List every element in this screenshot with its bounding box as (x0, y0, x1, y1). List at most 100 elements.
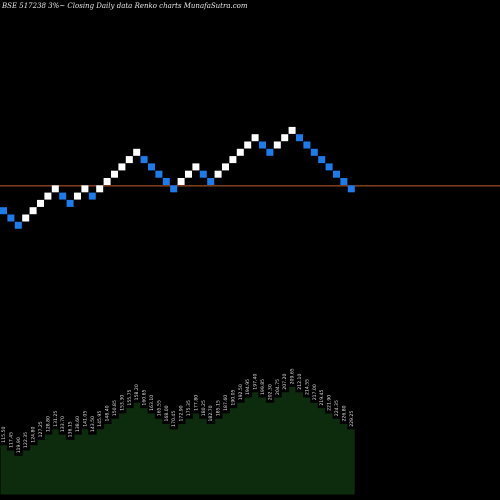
volume-area (0, 385, 356, 496)
up-brick (125, 156, 133, 164)
down-brick (325, 163, 333, 171)
volume-label: 168.00 (164, 405, 170, 421)
volume-label: 214.55 (304, 379, 310, 395)
down-brick (162, 178, 170, 185)
volume-label: 155.75 (127, 389, 133, 405)
down-brick (296, 134, 303, 142)
up-brick (37, 199, 44, 207)
up-brick (177, 178, 185, 185)
volume-label: 153.30 (119, 395, 125, 411)
volume-label: 197.40 (253, 374, 259, 390)
volume-label: 194.95 (245, 379, 251, 395)
up-brick (244, 141, 252, 149)
volume-label: 141.05 (82, 411, 88, 427)
volume-label: 136.15 (68, 421, 74, 437)
volume-label: 172.90 (179, 405, 185, 421)
volume-label: 119.90 (16, 437, 22, 453)
volume-label: 117.45 (8, 432, 14, 448)
up-brick (103, 178, 111, 185)
volume-label: 226.80 (341, 405, 347, 421)
volume-label: 127.25 (38, 421, 44, 437)
volume-label: 175.35 (186, 400, 192, 416)
volume-label: 204.75 (275, 379, 281, 395)
volume-label: 190.05 (230, 389, 236, 405)
up-brick (133, 148, 141, 156)
volume-label: 221.90 (327, 395, 333, 411)
volume-labels: 115.50 117.45 119.90 122.35 124.80 127.25 128.… (1, 368, 355, 453)
volume-label: 202.30 (267, 384, 273, 400)
volume-label: 165.55 (156, 400, 162, 416)
down-brick (266, 148, 274, 156)
volume-label: 124.80 (31, 427, 37, 443)
up-brick (111, 170, 118, 178)
up-brick (222, 163, 229, 171)
volume-label: 180.25 (201, 400, 207, 416)
volume-label: 224.35 (334, 400, 340, 416)
volume-label: 133.70 (60, 416, 66, 432)
down-brick (155, 170, 163, 178)
down-brick (88, 192, 96, 200)
volume-label: 209.65 (290, 368, 296, 384)
down-brick (66, 199, 74, 207)
down-brick (333, 170, 340, 178)
down-brick (303, 141, 311, 149)
chart-title: BSE 517238 3%~ Closing Daily data Renko … (2, 2, 248, 10)
volume-label: 185.15 (216, 400, 222, 416)
volume-label: 177.80 (193, 395, 199, 411)
up-brick (192, 163, 200, 171)
up-brick (273, 141, 281, 149)
up-brick (236, 148, 244, 156)
down-brick (259, 141, 266, 149)
up-brick (214, 170, 222, 178)
volume-label: 182.70 (208, 405, 214, 421)
up-brick (229, 156, 237, 164)
volume-label: 163.10 (149, 395, 155, 411)
volume-label: 143.50 (90, 416, 96, 432)
down-brick (148, 163, 155, 171)
volume-label: 229.25 (349, 411, 355, 427)
down-brick (170, 185, 178, 193)
volume-area-fill (0, 385, 356, 496)
down-brick (340, 178, 348, 185)
volume-label: 160.65 (142, 389, 148, 405)
volume-label: 187.60 (223, 395, 229, 411)
up-brick (74, 192, 81, 200)
down-brick (0, 207, 7, 215)
volume-label: 212.10 (297, 374, 303, 390)
up-brick (118, 163, 126, 171)
up-brick (251, 134, 259, 142)
volume-label: 192.50 (238, 384, 244, 400)
up-brick (22, 214, 30, 222)
down-brick (14, 221, 22, 229)
volume-label: 138.60 (75, 416, 81, 432)
volume-label: 158.20 (134, 384, 140, 400)
volume-label: 150.85 (112, 400, 118, 416)
volume-label: 170.45 (171, 411, 177, 427)
down-brick (318, 156, 326, 164)
volume-label: 115.50 (1, 427, 7, 443)
up-brick (96, 185, 104, 193)
up-brick (288, 126, 296, 134)
volume-label: 148.40 (105, 405, 111, 421)
down-brick (140, 156, 148, 164)
volume-label: 219.45 (319, 389, 325, 405)
up-brick (81, 185, 89, 193)
down-brick (347, 185, 355, 193)
up-brick (185, 170, 192, 178)
up-brick (44, 192, 52, 200)
volume-label: 199.85 (260, 379, 266, 395)
up-brick (281, 134, 289, 142)
up-brick (51, 185, 59, 193)
volume-label: 217.00 (312, 384, 318, 400)
down-brick (59, 192, 67, 200)
volume-label: 128.80 (45, 416, 51, 432)
volume-label: 145.95 (97, 411, 103, 427)
brick-series (0, 126, 355, 229)
down-brick (7, 214, 15, 222)
down-brick (310, 148, 318, 156)
down-brick (199, 170, 207, 178)
volume-label: 122.35 (23, 432, 29, 448)
volume-label: 131.25 (53, 411, 59, 427)
